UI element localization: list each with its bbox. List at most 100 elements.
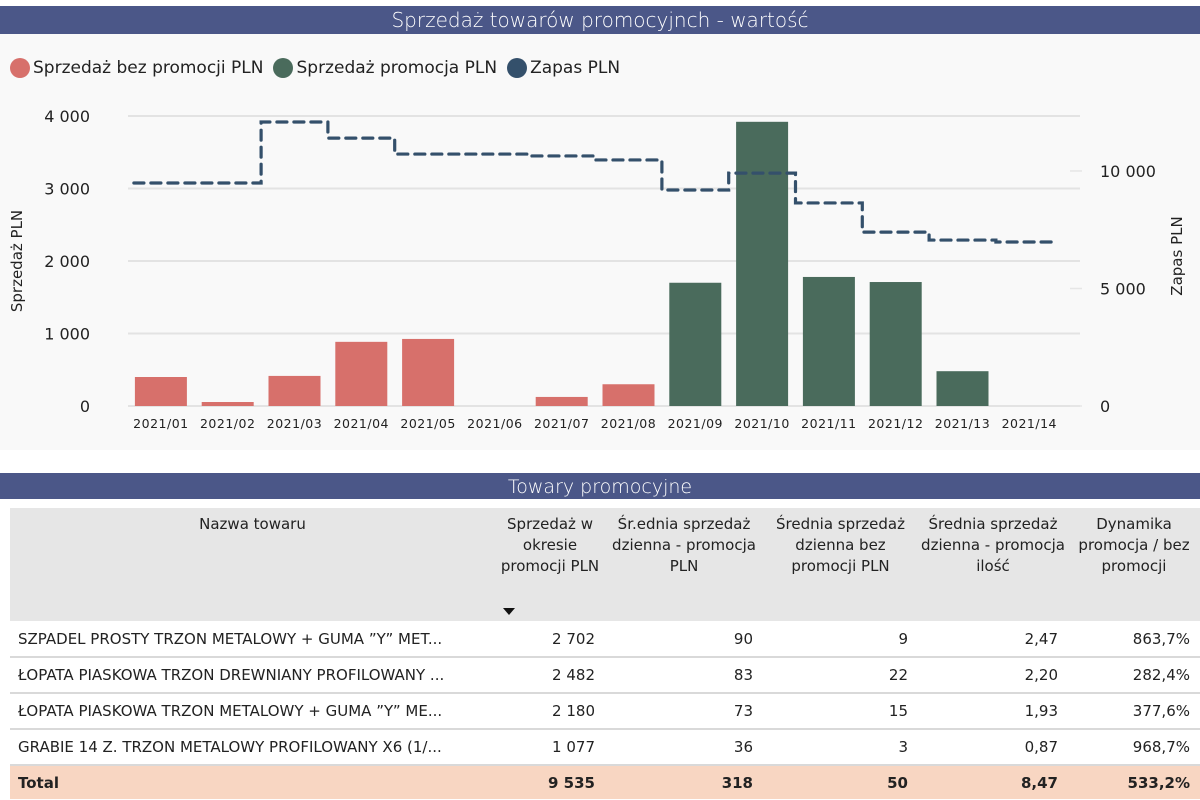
cell-dynamics: 282,4% — [1068, 657, 1200, 694]
cell-avg-daily-no-promo: 9 — [763, 621, 918, 658]
cell-avg-daily-qty: 2,20 — [918, 657, 1068, 694]
cell-total-dynamics: 533,2% — [1068, 765, 1200, 799]
y-tick-label: 1 000 — [44, 325, 90, 344]
column-header-label: Średnia sprzedaż dzienna - promocja iloś… — [921, 515, 1065, 575]
x-tick-label: 2021/04 — [334, 416, 389, 431]
table-row[interactable]: SZPADEL PROSTY TRZON METALOWY + GUMA ”Y”… — [10, 621, 1200, 658]
table-header-row: Nazwa towaru Sprzedaż w okresie promocji… — [10, 508, 1200, 621]
cell-dynamics: 377,6% — [1068, 693, 1200, 730]
column-header-dynamics[interactable]: Dynamika promocja / bez promocji — [1068, 508, 1200, 621]
table-row[interactable]: ŁOPATA PIASKOWA TRZON DREWNIANY PROFILOW… — [10, 657, 1200, 694]
cell-total-avg-daily-no-promo: 50 — [763, 765, 918, 799]
x-tick-label: 2021/10 — [734, 416, 789, 431]
stock-dashed-line — [132, 120, 1058, 244]
bar-no-promo — [134, 377, 187, 406]
cell-promo-sales: 1 077 — [495, 729, 605, 766]
bar-promo — [802, 276, 855, 406]
legend-label: Sprzedaż bez promocji PLN — [33, 58, 264, 78]
y2-tick-label: 5 000 — [1100, 279, 1146, 298]
legend-dot-icon — [507, 58, 528, 78]
cell-dynamics: 863,7% — [1068, 621, 1200, 658]
bar-no-promo — [535, 396, 588, 406]
column-header-promo-sales[interactable]: Sprzedaż w okresie promocji PLN — [495, 508, 605, 621]
bar-no-promo — [201, 402, 254, 406]
y-tick-label: 4 000 — [44, 107, 90, 126]
cell-avg-daily-promo: 36 — [605, 729, 763, 766]
y2-tick-label: 10 000 — [1100, 162, 1156, 181]
x-tick-label: 2021/14 — [1002, 416, 1057, 431]
column-header-avg-daily-no-promo[interactable]: Średnia sprzedaż dzienna bez promocji PL… — [763, 508, 918, 621]
table-title: Towary promocyjne — [507, 476, 693, 498]
x-tick-label: 2021/01 — [133, 416, 188, 431]
sort-descending-icon[interactable] — [503, 608, 515, 615]
cell-avg-daily-qty: 0,87 — [918, 729, 1068, 766]
bar-promo — [736, 121, 789, 407]
chart-title: Sprzedaż towarów promocyjnch - wartość — [391, 8, 809, 32]
axes: 0 1 000 2 000 3 000 4 000 0 5 000 10 000 Sprzeda… — [8, 107, 1186, 431]
y-tick-label: 2 000 — [44, 252, 90, 271]
cell-promo-sales: 2 702 — [495, 621, 605, 658]
cell-avg-daily-qty: 1,93 — [918, 693, 1068, 730]
legend-label: Sprzedaż promocja PLN — [296, 58, 498, 78]
legend-item-no-promo[interactable]: Sprzedaż bez promocji PLN — [10, 58, 263, 78]
grid-lines — [128, 115, 1082, 407]
cell-dynamics: 968,7% — [1068, 729, 1200, 766]
cell-product-name: SZPADEL PROSTY TRZON METALOWY + GUMA ”Y”… — [10, 621, 495, 658]
bar-no-promo — [602, 384, 655, 406]
x-tick-label: 2021/09 — [668, 416, 723, 431]
legend-item-promo[interactable]: Sprzedaż promocja PLN — [273, 58, 497, 78]
legend-dot-icon — [10, 58, 30, 78]
x-tick-label: 2021/03 — [267, 416, 322, 431]
x-tick-label: 2021/13 — [935, 416, 990, 431]
bar-promo — [869, 282, 922, 406]
column-header-label: Nazwa towaru — [199, 515, 306, 533]
column-header-label: Średnia sprzedaż dzienna bez promocji PL… — [776, 515, 905, 575]
bar-no-promo — [402, 338, 455, 406]
x-tick-label: 2021/07 — [534, 416, 589, 431]
cell-avg-daily-promo: 73 — [605, 693, 763, 730]
y-axis-title: Sprzedaż PLN — [8, 210, 26, 312]
table-total-row: Total 9 535 318 50 8,47 533,2% — [10, 765, 1200, 799]
cell-avg-daily-promo: 90 — [605, 621, 763, 658]
x-tick-label: 2021/06 — [467, 416, 522, 431]
column-header-avg-daily-qty[interactable]: Średnia sprzedaż dzienna - promocja iloś… — [918, 508, 1068, 621]
cell-promo-sales: 2 180 — [495, 693, 605, 730]
column-header-avg-daily-promo[interactable]: Śr.ednia sprzedaż dzienna - promocja PLN — [605, 508, 763, 621]
cell-total-label: Total — [10, 765, 495, 799]
cell-avg-daily-qty: 2,47 — [918, 621, 1068, 658]
column-header-label: Śr.ednia sprzedaż dzienna - promocja PLN — [612, 515, 756, 575]
cell-avg-daily-no-promo: 22 — [763, 657, 918, 694]
bar-no-promo — [268, 375, 321, 406]
cell-total-promo-sales: 9 535 — [495, 765, 605, 799]
table-row[interactable]: ŁOPATA PIASKOWA TRZON METALOWY + GUMA ”Y… — [10, 693, 1200, 730]
chart-title-bar: Sprzedaż towarów promocyjnch - wartość — [0, 6, 1200, 34]
table-row[interactable]: GRABIE 14 Z. TRZON METALOWY PROFILOWANY … — [10, 729, 1200, 766]
cell-total-avg-daily-qty: 8,47 — [918, 765, 1068, 799]
y-tick-label: 3 000 — [44, 180, 90, 199]
legend-item-stock[interactable]: Zapas PLN — [507, 58, 620, 78]
chart-legend: Sprzedaż bez promocji PLN Sprzedaż promo… — [10, 58, 630, 78]
x-tick-label: 2021/12 — [868, 416, 923, 431]
cell-product-name: ŁOPATA PIASKOWA TRZON METALOWY + GUMA ”Y… — [10, 693, 495, 730]
x-tick-label: 2021/08 — [601, 416, 656, 431]
cell-avg-daily-no-promo: 3 — [763, 729, 918, 766]
cell-total-avg-daily-promo: 318 — [605, 765, 763, 799]
column-header-label: Sprzedaż w okresie promocji PLN — [500, 515, 600, 575]
cell-avg-daily-no-promo: 15 — [763, 693, 918, 730]
promo-products-table: Nazwa towaru Sprzedaż w okresie promocji… — [10, 508, 1200, 799]
bar-no-promo — [335, 341, 388, 406]
x-tick-label: 2021/02 — [200, 416, 255, 431]
y-tick-label: 0 — [80, 397, 90, 416]
column-header-label: Dynamika promocja / bez promocji — [1078, 515, 1190, 575]
column-header-name[interactable]: Nazwa towaru — [10, 508, 495, 621]
legend-label: Zapas PLN — [530, 58, 621, 78]
x-tick-label: 2021/05 — [400, 416, 455, 431]
cell-promo-sales: 2 482 — [495, 657, 605, 694]
x-tick-label: 2021/11 — [801, 416, 856, 431]
bar-promo — [669, 282, 722, 406]
legend-dot-icon — [273, 58, 294, 78]
combo-chart: 0 1 000 2 000 3 000 4 000 0 5 000 10 000 Sprzeda… — [8, 107, 1186, 431]
stock-line — [132, 120, 1058, 244]
y2-axis-title: Zapas PLN — [1168, 216, 1186, 295]
cell-product-name: GRABIE 14 Z. TRZON METALOWY PROFILOWANY … — [10, 729, 495, 766]
